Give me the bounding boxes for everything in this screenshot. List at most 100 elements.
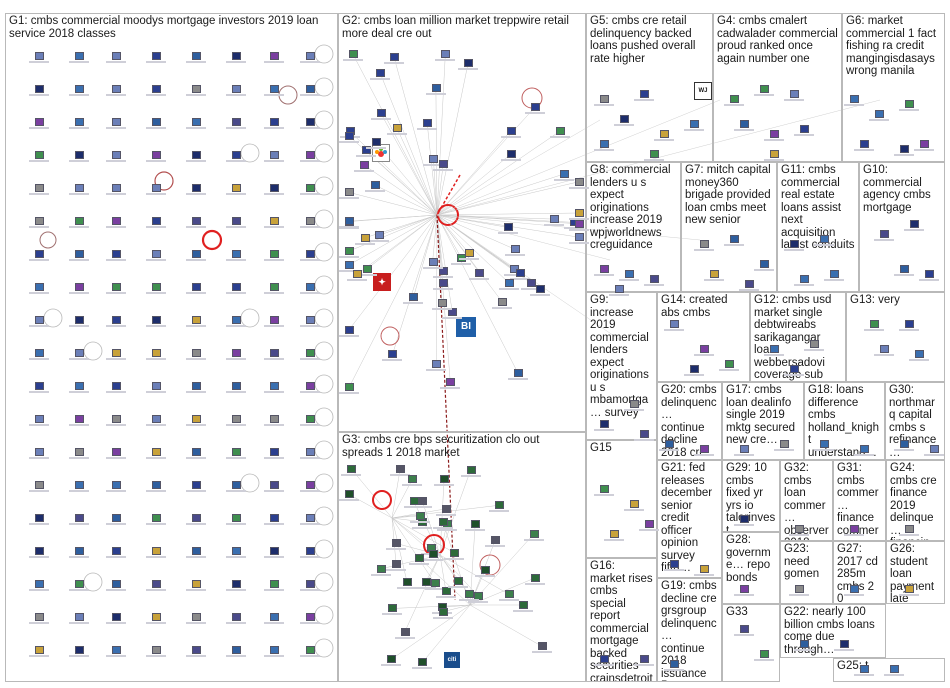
edge — [436, 214, 515, 250]
user-node — [112, 514, 121, 522]
user-node — [75, 118, 84, 126]
node-tick — [264, 556, 284, 558]
node-tick — [300, 226, 320, 228]
user-node — [439, 160, 449, 169]
node-tick — [300, 193, 320, 195]
edge — [348, 214, 438, 388]
user-node — [550, 215, 560, 224]
node-tick — [894, 274, 914, 276]
user-node — [770, 130, 779, 138]
node-tick — [356, 273, 377, 276]
user-node — [530, 103, 540, 112]
user-node — [35, 52, 44, 60]
node-tick — [503, 273, 524, 276]
node-tick — [704, 279, 724, 281]
user-node — [415, 511, 425, 520]
self-loop-edge — [372, 490, 392, 510]
user-node — [400, 628, 410, 637]
node-tick — [106, 259, 126, 261]
node-tick — [69, 523, 89, 525]
node-tick — [431, 307, 452, 310]
user-node — [376, 68, 386, 77]
node-tick — [69, 292, 89, 294]
node-tick — [300, 424, 320, 426]
node-tick — [403, 506, 424, 509]
node-tick — [264, 193, 284, 195]
group-label: G20: cmbs delinquenc… continue decline 2… — [661, 384, 717, 459]
user-node — [820, 235, 829, 243]
node-tick — [226, 226, 246, 228]
node-tick — [146, 490, 166, 492]
node-tick — [444, 557, 465, 560]
user-node — [800, 640, 809, 648]
edge — [436, 99, 721, 216]
user-node — [795, 585, 804, 593]
user-node — [625, 270, 634, 278]
node-tick — [106, 556, 126, 558]
user-node — [790, 240, 799, 248]
node-tick — [435, 595, 456, 598]
user-node — [306, 481, 315, 489]
user-node — [665, 440, 674, 448]
self-loop-edge — [240, 308, 260, 328]
group-label: G10: commercial agency cmbs mortgage — [863, 164, 931, 214]
user-node — [306, 316, 315, 324]
node-tick — [634, 439, 654, 441]
user-node — [35, 481, 44, 489]
group-G31: G31: cmbs commer… finance commer… cdos… — [833, 460, 886, 541]
user-node — [192, 250, 201, 258]
self-loop-edge — [314, 638, 334, 658]
node-tick — [854, 149, 874, 151]
node-tick — [491, 306, 512, 309]
user-node — [152, 514, 161, 522]
user-node — [700, 345, 709, 353]
node-tick — [146, 523, 166, 525]
user-node — [441, 504, 451, 513]
user-node — [900, 265, 909, 273]
wsj-logo-icon: WJ — [694, 82, 712, 100]
node-tick — [186, 457, 206, 459]
node-tick — [226, 259, 246, 261]
node-tick — [106, 358, 126, 360]
user-node — [112, 52, 121, 60]
self-loop-edge — [201, 229, 223, 251]
user-node — [640, 655, 649, 663]
node-tick — [594, 149, 614, 151]
node-tick — [365, 190, 386, 193]
user-node — [232, 85, 241, 93]
group-G15: G15 — [586, 440, 657, 558]
edge — [439, 554, 447, 591]
user-node — [35, 184, 44, 192]
user-node — [306, 382, 315, 390]
node-tick — [834, 649, 854, 651]
group-label: G15 — [590, 442, 612, 454]
user-node — [466, 466, 476, 475]
user-node — [850, 585, 859, 593]
user-node — [700, 565, 709, 573]
node-tick — [146, 457, 166, 459]
node-tick — [442, 316, 463, 319]
user-node — [645, 520, 654, 528]
edge — [436, 214, 555, 220]
user-node — [464, 589, 474, 598]
node-tick — [402, 484, 423, 487]
group-label: G28: governme… repo bonds — [726, 534, 771, 584]
node-tick — [734, 594, 754, 596]
node-tick — [264, 424, 284, 426]
node-tick — [684, 129, 704, 131]
group-G8: G8: commercial lenders u s expect origin… — [586, 162, 681, 292]
user-node — [306, 415, 315, 423]
user-node — [760, 650, 769, 658]
edge — [436, 53, 446, 216]
node-tick — [734, 129, 754, 131]
node-tick — [341, 474, 362, 476]
user-node — [192, 184, 201, 192]
node-tick — [415, 587, 436, 590]
user-node — [192, 316, 201, 324]
node-tick — [226, 655, 246, 657]
node-tick — [794, 284, 814, 286]
node-tick — [29, 523, 49, 525]
node-tick — [469, 277, 490, 280]
node-tick — [29, 94, 49, 96]
edge — [439, 554, 479, 597]
